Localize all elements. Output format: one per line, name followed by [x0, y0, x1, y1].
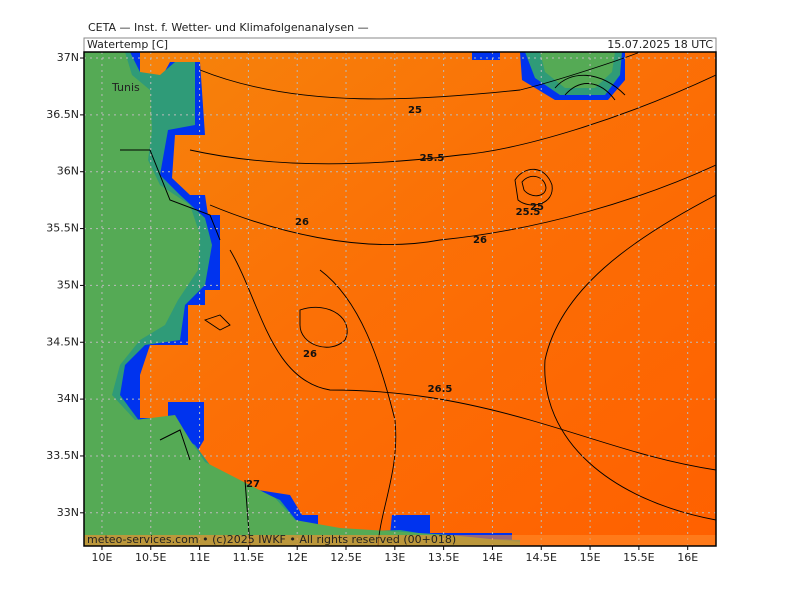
credit-bar — [84, 535, 716, 546]
lat-tick-label: 35N — [57, 278, 79, 291]
lon-tick-label: 14.5E — [526, 551, 557, 564]
lat-tick-label: 33.5N — [46, 449, 79, 462]
lat-tick-label: 34N — [57, 392, 79, 405]
lon-tick-label: 16E — [677, 551, 698, 564]
contour-label: 26 — [295, 217, 309, 228]
contour-label: 26 — [303, 349, 317, 360]
lat-tick-label: 36N — [57, 165, 79, 178]
lat-tick-label: 34.5N — [46, 335, 79, 348]
lon-tick-label: 12E — [287, 551, 308, 564]
contours — [189, 52, 716, 546]
valid-time: 15.07.2025 18 UTC — [607, 38, 713, 51]
axes: 10E 10.5E 11E 11.5E 12E 12.5E 13E 13.5E 14E 14.5E… — [46, 51, 698, 564]
lon-tick-label: 10.5E — [135, 551, 166, 564]
lat-tick-label: 35.5N — [46, 222, 79, 235]
contour-label: 25.5 — [516, 207, 541, 218]
city-label: Tunis — [111, 81, 140, 94]
contour-label: 26 — [473, 235, 487, 246]
lon-tick-label: 13.5E — [428, 551, 459, 564]
contour-label: 26.5 — [428, 384, 453, 395]
land — [84, 52, 520, 546]
map-frame — [83, 51, 717, 547]
lon-tick-label: 15E — [580, 551, 601, 564]
lat-tick-label: 36.5N — [46, 108, 79, 121]
contour-label: 25 — [408, 105, 422, 116]
lat-tick-label: 33N — [57, 506, 79, 519]
coastal-cells — [84, 52, 512, 546]
lat-tick-label: 37N — [57, 51, 79, 64]
lon-tick-label: 11.5E — [233, 551, 264, 564]
credit: meteo-services.com • (c)2025 IWKF • All … — [87, 533, 456, 546]
lon-tick-label: 14E — [482, 551, 503, 564]
lon-tick-label: 12.5E — [330, 551, 361, 564]
lon-tick-label: 11E — [189, 551, 210, 564]
lon-tick-label: 10E — [91, 551, 112, 564]
parameter: Watertemp [C] — [87, 38, 168, 51]
contour-label: 27 — [246, 479, 260, 490]
grid — [84, 52, 716, 546]
header-title: CETA — Inst. f. Wetter- und Klimafolgena… — [88, 21, 369, 34]
contour-label: 25 — [530, 202, 544, 213]
contour-label: 25.5 — [420, 153, 445, 164]
lon-tick-label: 13E — [384, 551, 405, 564]
lon-tick-label: 15.5E — [623, 551, 654, 564]
